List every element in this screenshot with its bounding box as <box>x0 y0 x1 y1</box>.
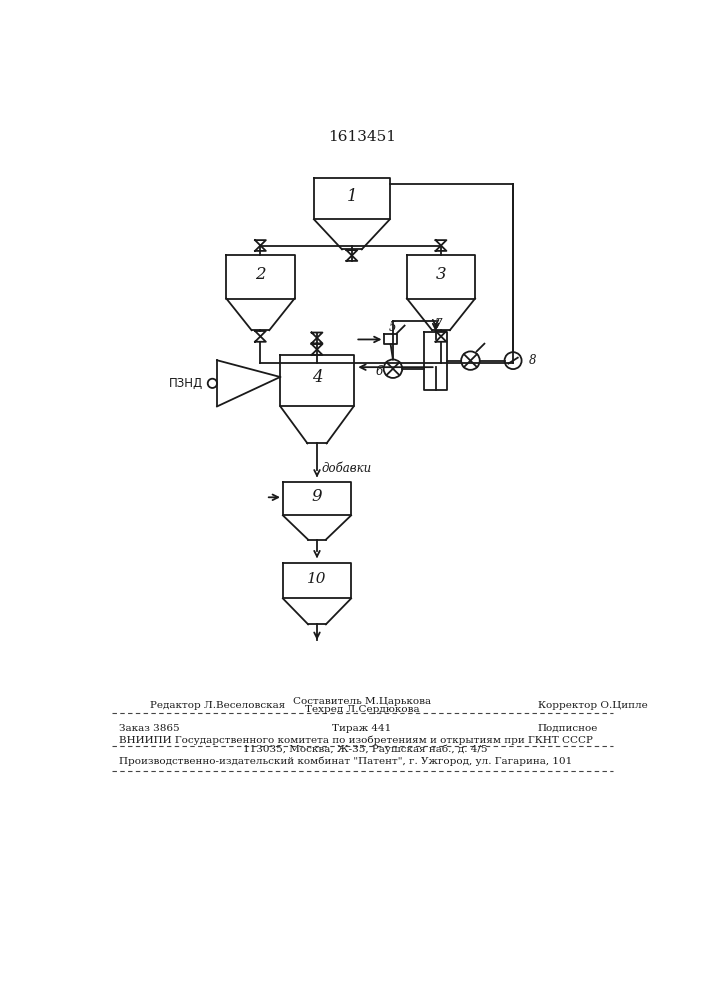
Text: Заказ 3865: Заказ 3865 <box>119 724 180 733</box>
Text: Редактор Л.Веселовская: Редактор Л.Веселовская <box>151 701 286 710</box>
Text: 1: 1 <box>346 188 357 205</box>
Text: Составитель М.Царькова: Составитель М.Царькова <box>293 697 431 706</box>
Text: 4: 4 <box>312 369 322 386</box>
Text: добавки: добавки <box>322 462 372 475</box>
Text: 2: 2 <box>255 266 266 283</box>
Text: 8: 8 <box>529 354 536 367</box>
Text: 1613451: 1613451 <box>328 130 396 144</box>
Text: Техред Л.Сердюкова: Техред Л.Сердюкова <box>305 705 419 714</box>
Text: Производственно-издательский комбинат "Патент", г. Ужгород, ул. Гагарина, 101: Производственно-издательский комбинат "П… <box>119 757 573 766</box>
Text: 10: 10 <box>308 572 327 586</box>
Text: Подписное: Подписное <box>538 724 598 733</box>
Text: Тираж 441: Тираж 441 <box>332 724 392 733</box>
Text: 113035, Москва, Ж-35, Раушская наб., д. 4/5: 113035, Москва, Ж-35, Раушская наб., д. … <box>243 744 488 754</box>
Text: ВНИИПИ Государственного комитета по изобретениям и открытиям при ГКНТ СССР: ВНИИПИ Государственного комитета по изоб… <box>119 735 593 745</box>
Text: Корректор О.Ципле: Корректор О.Ципле <box>538 701 648 710</box>
Text: 5: 5 <box>388 321 396 334</box>
Text: 7: 7 <box>435 318 443 331</box>
Text: 3: 3 <box>436 266 446 283</box>
Text: 6: 6 <box>375 365 382 378</box>
Text: 9: 9 <box>312 488 322 505</box>
Text: ПЗНД: ПЗНД <box>169 377 203 390</box>
